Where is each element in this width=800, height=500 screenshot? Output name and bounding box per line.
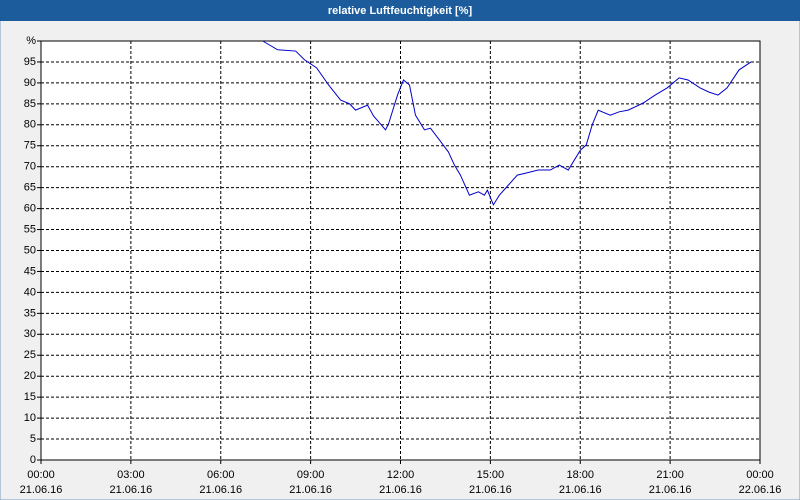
y-tick-label: 5 [30,433,36,445]
chart-title: relative Luftfeuchtigkeit [%] [328,5,473,17]
y-tick-label: 40 [24,286,36,298]
y-tick-label: 65 [24,182,36,194]
x-tick-label: 21:00 21.06.16 [649,469,692,496]
y-tick-label: 90 [24,77,36,89]
grid [37,40,761,464]
y-tick-label: % [26,35,36,47]
plot [262,40,752,206]
y-tick-label: 95 [24,56,36,68]
x-tick-label: 06:00 21.06.16 [199,469,242,496]
y-tick-label: 85 [24,98,36,110]
y-tick-label: 25 [24,349,36,361]
x-tick-label: 09:00 21.06.16 [289,469,332,496]
y-tick-label: 60 [24,203,36,215]
x-tick-label: 00:00 21.06.16 [20,469,63,496]
y-tick-label: 35 [24,307,36,319]
title-bar [0,0,800,21]
y-tick-label: 80 [24,119,36,131]
x-tick-label: 18:00 21.06.16 [559,469,602,496]
y-tick-label: 55 [24,223,36,235]
x-tick-label: 15:00 21.06.16 [469,469,512,496]
y-tick-label: 50 [24,244,36,256]
y-tick-label: 0 [30,454,36,466]
y-tick-label: 70 [24,161,36,173]
y-tick-label: 15 [24,391,36,403]
x-tick-label: 12:00 21.06.16 [379,469,422,496]
plot-area [40,40,761,461]
y-tick-label: 10 [24,412,36,424]
x-tick-label: 03:00 21.06.16 [109,469,152,496]
data-line [262,40,752,206]
y-tick-label: 20 [24,370,36,382]
y-tick-label: 75 [24,140,36,152]
x-tick-label: 00:00 22.06.16 [739,469,782,496]
y-tick-label: 30 [24,328,36,340]
y-tick-label: 45 [24,265,36,277]
